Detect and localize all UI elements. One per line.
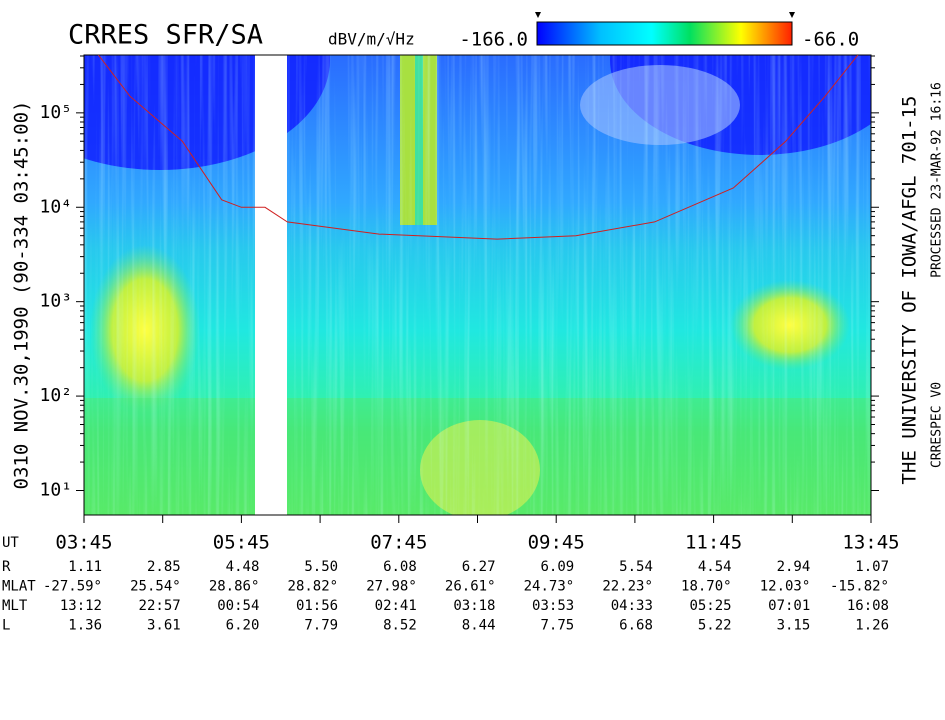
ephemeris-value: 2.85 (147, 559, 181, 575)
ephemeris-value: 03:18 (453, 598, 495, 614)
ephemeris-value: 6.20 (226, 618, 260, 634)
colorbar (536, 21, 793, 46)
processed: PROCESSED 23-MAR-92 16:16 (930, 82, 945, 278)
ephemeris-value: 7.79 (304, 618, 338, 634)
ephemeris-value: 1.11 (68, 559, 102, 575)
colorbar-max: -66.0 (802, 29, 859, 51)
y-tick-label: 10² (39, 385, 72, 406)
ephemeris-value: 24.73° (524, 579, 575, 595)
colorbar-label: dBV/m/√Hz (328, 30, 415, 49)
ephemeris-value: 6.68 (619, 618, 653, 634)
ephemeris-value: 18.70° (681, 579, 732, 595)
spectrogram (84, 55, 871, 515)
x-tick-label: 09:45 (528, 532, 585, 554)
ephemeris-value: 28.82° (288, 579, 339, 595)
ephemeris-row-label: R (2, 559, 11, 575)
ephemeris-value: 07:01 (768, 598, 810, 614)
ephemeris-value: 13:12 (60, 598, 102, 614)
x-tick-label: 11:45 (685, 532, 742, 554)
ephemeris-value: 05:25 (689, 598, 731, 614)
ephemeris-value: -15.82° (830, 579, 889, 595)
version: CRRESPEC V0 (930, 382, 945, 468)
y-tick-label: 10⁵ (39, 102, 72, 123)
x-tick-label: 05:45 (213, 532, 270, 554)
ephemeris-value: 22.23° (602, 579, 653, 595)
ephemeris-row-label: MLAT (2, 579, 36, 595)
ephemeris-value: 27.98° (366, 579, 417, 595)
ephemeris-value: 3.61 (147, 618, 181, 634)
ephemeris-value: -27.59° (43, 579, 102, 595)
ephemeris-value: 1.26 (855, 618, 889, 634)
ephemeris-value: 6.27 (462, 559, 496, 575)
ephemeris-value: 6.09 (540, 559, 574, 575)
ephemeris-value: 7.75 (540, 618, 574, 634)
ephemeris-value: 03:53 (532, 598, 574, 614)
y-tick-label: 10⁴ (39, 196, 72, 217)
ephemeris-value: 01:56 (296, 598, 338, 614)
x-tick-label: 13:45 (842, 532, 899, 554)
ephemeris-value: 4.54 (698, 559, 732, 575)
ephemeris-row-label: MLT (2, 598, 28, 614)
y-tick-label: 10³ (39, 291, 72, 312)
ephemeris-value: 1.07 (855, 559, 889, 575)
ephemeris-value: 4.48 (226, 559, 260, 575)
y-tick-label: 10¹ (39, 479, 72, 500)
ephemeris-value: 1.36 (68, 618, 102, 634)
ut-label: UT (2, 535, 19, 551)
x-tick-label: 07:45 (370, 532, 427, 554)
ephemeris-value: 6.08 (383, 559, 417, 575)
credit: THE UNIVERSITY OF IOWA/AFGL 701-15 (899, 96, 921, 485)
ephemeris-row-label: L (2, 618, 10, 634)
ephemeris-value: 12.03° (760, 579, 811, 595)
ephemeris-value: 22:57 (139, 598, 181, 614)
fce-line (98, 55, 859, 240)
chart-title: CRRES SFR/SA (68, 20, 263, 51)
ephemeris-value: 5.50 (304, 559, 338, 575)
ephemeris-value: 8.52 (383, 618, 417, 634)
ephemeris-value: 04:33 (611, 598, 653, 614)
ephemeris-value: 5.22 (698, 618, 732, 634)
x-tick-label: 03:45 (55, 532, 112, 554)
ephemeris-value: 00:54 (217, 598, 259, 614)
side-label: 0310 NOV.30,1990 (90-334 03:45:00) (11, 101, 33, 490)
ephemeris-value: 3.15 (777, 618, 811, 634)
colorbar-min: -166.0 (459, 29, 528, 51)
ephemeris-value: 26.61° (445, 579, 496, 595)
ephemeris-value: 16:08 (847, 598, 889, 614)
ephemeris-value: 28.86° (209, 579, 260, 595)
ephemeris-value: 02:41 (375, 598, 417, 614)
ephemeris-value: 2.94 (777, 559, 811, 575)
ephemeris-value: 25.54° (130, 579, 181, 595)
colorbar-marker (535, 12, 795, 18)
ephemeris-value: 5.54 (619, 559, 653, 575)
ephemeris-value: 8.44 (462, 618, 496, 634)
